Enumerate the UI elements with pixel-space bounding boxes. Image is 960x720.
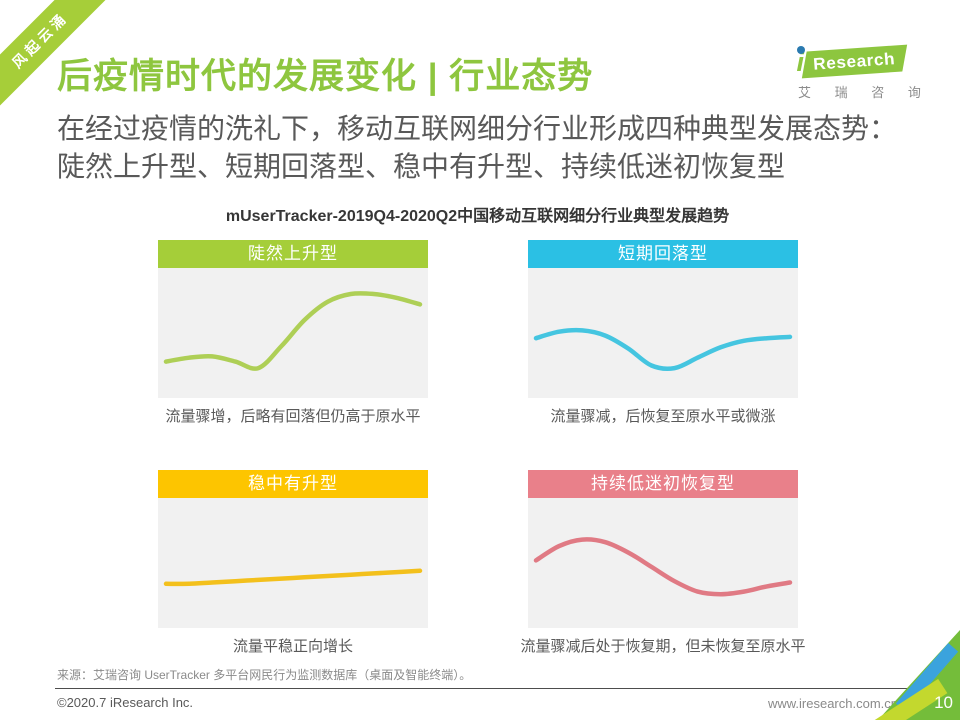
panel-header: 稳中有升型 <box>158 470 428 498</box>
panel-caption: 流量骤减，后恢复至原水平或微涨 <box>550 408 776 425</box>
website-url: www.iresearch.com.cn <box>767 696 898 711</box>
trend-panel-short-term-dip: 短期回落型 流量骤减，后恢复至原水平或微涨 <box>528 240 798 426</box>
trend-line-svg <box>163 291 423 371</box>
trend-chart <box>158 498 428 628</box>
page-number: 10 <box>934 693 953 712</box>
panel-caption: 流量平稳正向增长 <box>232 638 353 655</box>
trend-panel-slump-early-recovery: 持续低迷初恢复型 流量骤减后处于恢复期，但未恢复至原水平 <box>520 470 806 656</box>
footer-divider <box>55 688 908 689</box>
panel-header: 持续低迷初恢复型 <box>528 470 798 498</box>
page-title: 后疫情时代的发展变化 | 行业态势 <box>57 57 594 96</box>
source-note: 来源：艾瑞咨询 UserTracker 多平台网民行为监测数据库（桌面及智能终端… <box>57 668 472 682</box>
corner-decoration: 10 <box>825 585 960 720</box>
logo-i-dot-icon <box>797 46 806 54</box>
panel-header: 短期回落型 <box>528 240 798 268</box>
panel-header: 陡然上升型 <box>158 240 428 268</box>
logo-brand-text: Research <box>812 49 896 74</box>
trend-panel-steady-growth: 稳中有升型 流量平稳正向增长 <box>158 470 428 656</box>
panel-caption: 流量骤减后处于恢复期，但未恢复至原水平 <box>520 638 806 655</box>
trend-line <box>163 291 423 371</box>
subtitle-line-1: 在经过疫情的洗礼下，移动互联网细分行业形成四种典型发展态势： <box>57 113 898 144</box>
panel-caption: 流量骤增，后略有回落但仍高于原水平 <box>165 408 421 425</box>
trend-chart <box>158 268 428 398</box>
trend-panel-sudden-rise: 陡然上升型 流量骤增，后略有回落但仍高于原水平 <box>158 240 428 426</box>
logo-letter-i: i <box>796 46 806 77</box>
logo-i-glyph: i <box>796 47 804 77</box>
subtitle-line-2: 陡然上升型、短期回落型、稳中有升型、持续低迷初恢复型 <box>57 151 786 182</box>
trend-line <box>163 568 423 587</box>
trend-line-svg <box>533 327 793 371</box>
logo-flag: Research <box>801 44 907 79</box>
iresearch-logo: i Research 艾 瑞 咨 询 <box>790 44 931 101</box>
copyright: ©2020.7 iResearch Inc. <box>57 695 194 710</box>
trend-chart <box>528 268 798 398</box>
trend-line <box>533 327 793 371</box>
trend-line-svg <box>533 537 793 597</box>
trend-line-svg <box>163 568 423 587</box>
logo-row: i Research <box>790 44 910 79</box>
figure-title: mUserTracker-2019Q4-2020Q2中国移动互联网细分行业典型发… <box>225 208 730 225</box>
page-subtitle: 在经过疫情的洗礼下，移动互联网细分行业形成四种典型发展态势： 陡然上升型、短期回… <box>57 110 897 186</box>
trend-chart <box>528 498 798 628</box>
logo-cn-name: 艾 瑞 咨 询 <box>798 85 931 100</box>
trend-line <box>533 537 793 597</box>
